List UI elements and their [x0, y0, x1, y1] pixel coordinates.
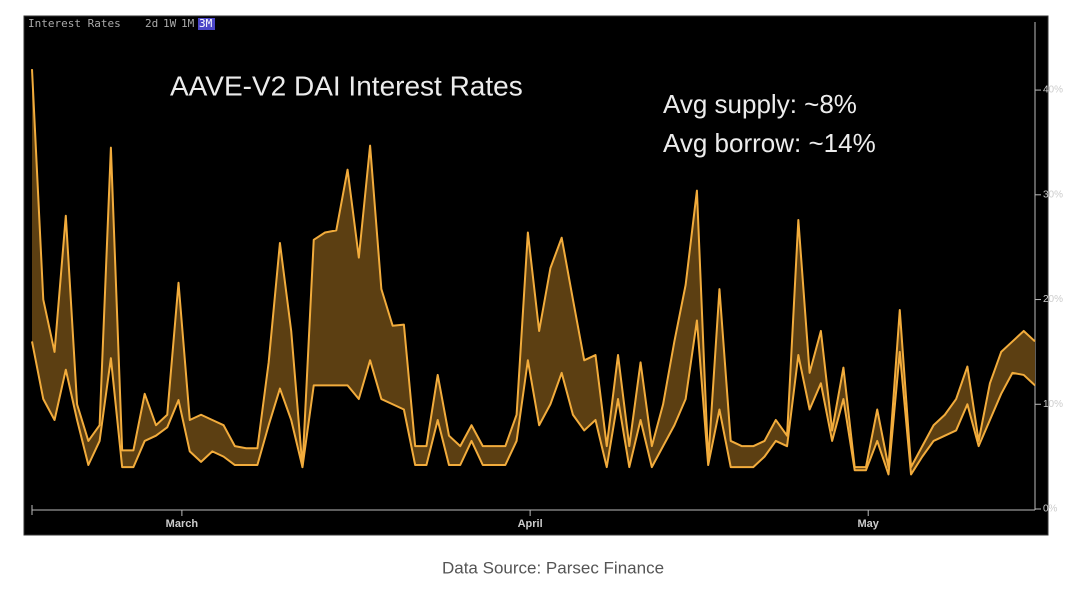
y-tick-label: 0%	[1043, 504, 1058, 515]
source-caption: Data Source: Parsec Finance	[442, 558, 664, 577]
range-button[interactable]: 1W	[163, 17, 177, 30]
y-tick-label: 20%	[1043, 294, 1063, 305]
toolbar-label: Interest Rates	[28, 17, 121, 30]
annotation: Avg supply: ~8%	[663, 89, 857, 119]
x-tick-label: March	[166, 518, 199, 530]
series-line	[31, 69, 1036, 469]
range-button[interactable]: 3M	[199, 17, 213, 30]
y-tick-label: 40%	[1043, 85, 1063, 96]
range-button-bg	[198, 18, 215, 30]
x-tick-label: April	[518, 518, 543, 530]
x-tick-label: May	[858, 518, 880, 530]
annotation: Avg borrow: ~14%	[663, 128, 876, 158]
range-button[interactable]: 1M	[181, 17, 195, 30]
series-line	[31, 319, 1036, 476]
y-tick-label: 30%	[1043, 189, 1063, 200]
y-tick-label: 10%	[1043, 399, 1063, 410]
band-fill	[32, 69, 1035, 475]
range-button[interactable]: 2d	[145, 17, 158, 30]
chart-title: AAVE-V2 DAI Interest Rates	[170, 70, 523, 101]
